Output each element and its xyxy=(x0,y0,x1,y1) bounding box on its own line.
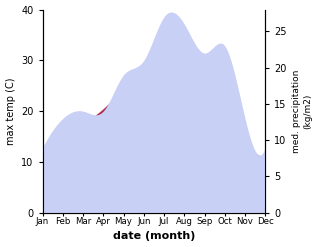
X-axis label: date (month): date (month) xyxy=(113,231,195,242)
Y-axis label: med. precipitation
(kg/m2): med. precipitation (kg/m2) xyxy=(292,69,313,153)
Y-axis label: max temp (C): max temp (C) xyxy=(5,77,16,145)
